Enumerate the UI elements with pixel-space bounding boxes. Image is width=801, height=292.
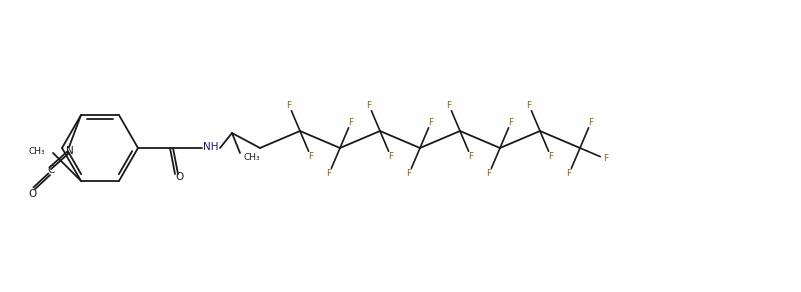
Text: NH: NH — [203, 142, 219, 152]
Text: CH₃: CH₃ — [28, 147, 45, 157]
Text: F: F — [486, 169, 492, 178]
Text: F: F — [603, 154, 608, 164]
Text: F: F — [287, 101, 292, 110]
Text: F: F — [549, 152, 553, 161]
Text: F: F — [509, 118, 513, 127]
Text: F: F — [429, 118, 433, 127]
Text: F: F — [566, 169, 572, 178]
Text: F: F — [589, 118, 594, 127]
Text: C: C — [47, 165, 54, 175]
Text: CH₃: CH₃ — [244, 154, 260, 163]
Text: N: N — [66, 146, 74, 156]
Text: F: F — [367, 101, 372, 110]
Text: F: F — [348, 118, 353, 127]
Text: O: O — [29, 189, 37, 199]
Text: F: F — [388, 152, 393, 161]
Text: F: F — [446, 101, 452, 110]
Text: F: F — [526, 101, 532, 110]
Text: F: F — [469, 152, 473, 161]
Text: F: F — [406, 169, 412, 178]
Text: F: F — [308, 152, 313, 161]
Text: O: O — [176, 172, 184, 182]
Text: F: F — [327, 169, 332, 178]
